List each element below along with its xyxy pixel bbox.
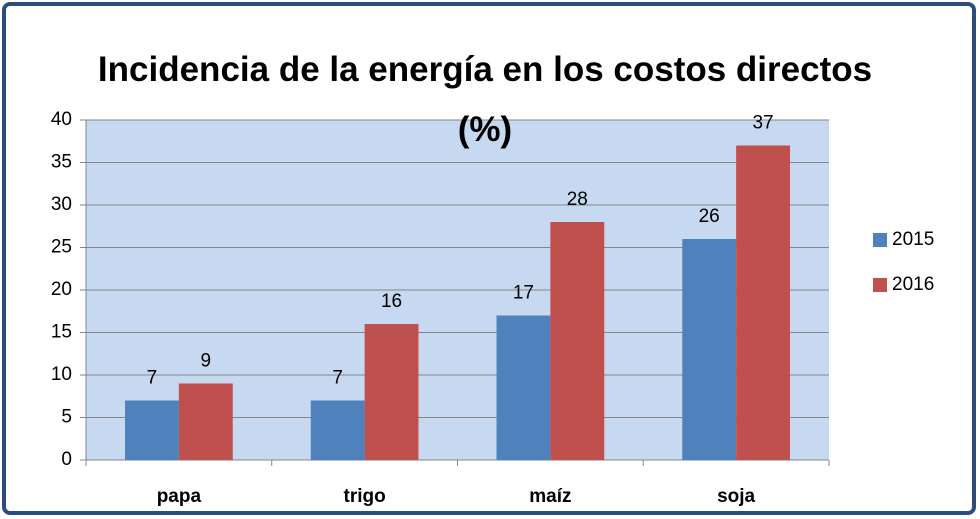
- bar: [364, 324, 419, 460]
- data-label: 16: [381, 291, 402, 312]
- y-tick-label: 0: [61, 449, 72, 470]
- x-tick-label: trigo: [344, 486, 386, 507]
- y-tick-label: 15: [51, 322, 72, 343]
- data-label: 26: [699, 206, 720, 227]
- y-tick-label: 30: [51, 194, 72, 215]
- x-tick-label: papa: [157, 486, 202, 507]
- x-tick-label: soja: [717, 486, 755, 507]
- bar: [550, 222, 605, 460]
- bar: [178, 383, 233, 460]
- x-tick-label: maíz: [529, 486, 571, 507]
- legend-label: 2016: [892, 274, 934, 295]
- y-tick-label: 25: [51, 237, 72, 258]
- y-tick-label: 40: [51, 109, 72, 130]
- data-label: 17: [513, 283, 534, 304]
- legend-swatch: [873, 278, 887, 292]
- bar: [682, 239, 737, 460]
- data-label: 28: [567, 189, 588, 210]
- y-tick-label: 20: [51, 279, 72, 300]
- bar: [496, 315, 551, 460]
- data-label: 7: [147, 368, 158, 389]
- bar: [125, 400, 179, 460]
- bar: [736, 145, 790, 460]
- chart-title: Incidencia de la energía en los costos d…: [97, 50, 873, 149]
- legend-swatch: [873, 233, 887, 247]
- bar: [310, 400, 365, 460]
- y-tick-label: 5: [61, 407, 72, 428]
- legend-label: 2015: [892, 229, 934, 250]
- data-label: 7: [332, 368, 343, 389]
- y-tick-label: 10: [51, 364, 72, 385]
- data-label: 37: [752, 113, 773, 134]
- y-tick-label: 35: [51, 152, 72, 173]
- data-label: 9: [201, 351, 212, 372]
